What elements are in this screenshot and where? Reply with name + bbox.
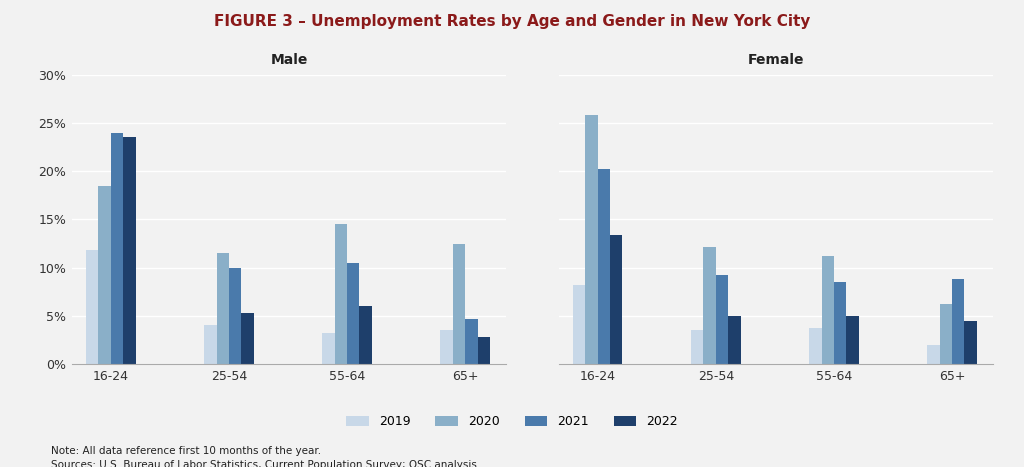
Bar — [846, 316, 859, 364]
Bar — [453, 244, 465, 364]
Bar — [123, 137, 135, 364]
Legend: 2019, 2020, 2021, 2022: 2019, 2020, 2021, 2022 — [346, 415, 678, 428]
Bar — [586, 115, 598, 364]
Bar — [965, 321, 977, 364]
Bar — [323, 333, 335, 364]
Bar — [111, 133, 123, 364]
Text: Sources: U.S. Bureau of Labor Statistics, Current Population Survey; OSC analysi: Sources: U.S. Bureau of Labor Statistics… — [51, 460, 477, 467]
Text: Note: All data reference first 10 months of the year.: Note: All data reference first 10 months… — [51, 446, 322, 456]
Bar — [610, 235, 623, 364]
Bar — [691, 331, 703, 364]
Bar — [477, 337, 489, 364]
Bar — [716, 276, 728, 364]
Bar — [440, 331, 453, 364]
Bar — [335, 224, 347, 364]
Bar — [217, 253, 229, 364]
Bar — [359, 306, 372, 364]
Bar — [809, 327, 821, 364]
Bar — [598, 170, 610, 364]
Bar — [728, 316, 740, 364]
Bar — [86, 250, 98, 364]
Text: FIGURE 3 – Unemployment Rates by Age and Gender in New York City: FIGURE 3 – Unemployment Rates by Age and… — [214, 14, 810, 29]
Bar — [821, 256, 834, 364]
Bar — [952, 279, 965, 364]
Title: Male: Male — [270, 53, 308, 67]
Bar — [98, 186, 111, 364]
Bar — [347, 263, 359, 364]
Bar — [703, 247, 716, 364]
Bar — [573, 285, 586, 364]
Title: Female: Female — [748, 53, 804, 67]
Bar — [229, 268, 242, 364]
Bar — [204, 325, 217, 364]
Bar — [242, 313, 254, 364]
Bar — [940, 304, 952, 364]
Bar — [465, 319, 477, 364]
Bar — [834, 282, 846, 364]
Bar — [928, 345, 940, 364]
